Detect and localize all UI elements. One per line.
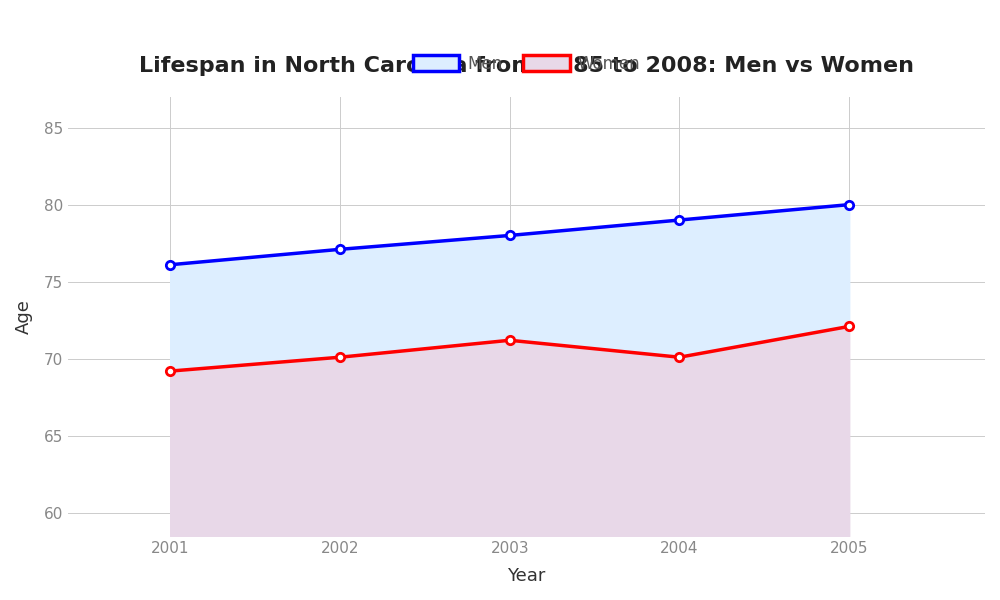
- X-axis label: Year: Year: [507, 567, 546, 585]
- Title: Lifespan in North Carolina from 1985 to 2008: Men vs Women: Lifespan in North Carolina from 1985 to …: [139, 56, 914, 76]
- Legend: Men, Women: Men, Women: [406, 48, 647, 79]
- Y-axis label: Age: Age: [15, 299, 33, 334]
